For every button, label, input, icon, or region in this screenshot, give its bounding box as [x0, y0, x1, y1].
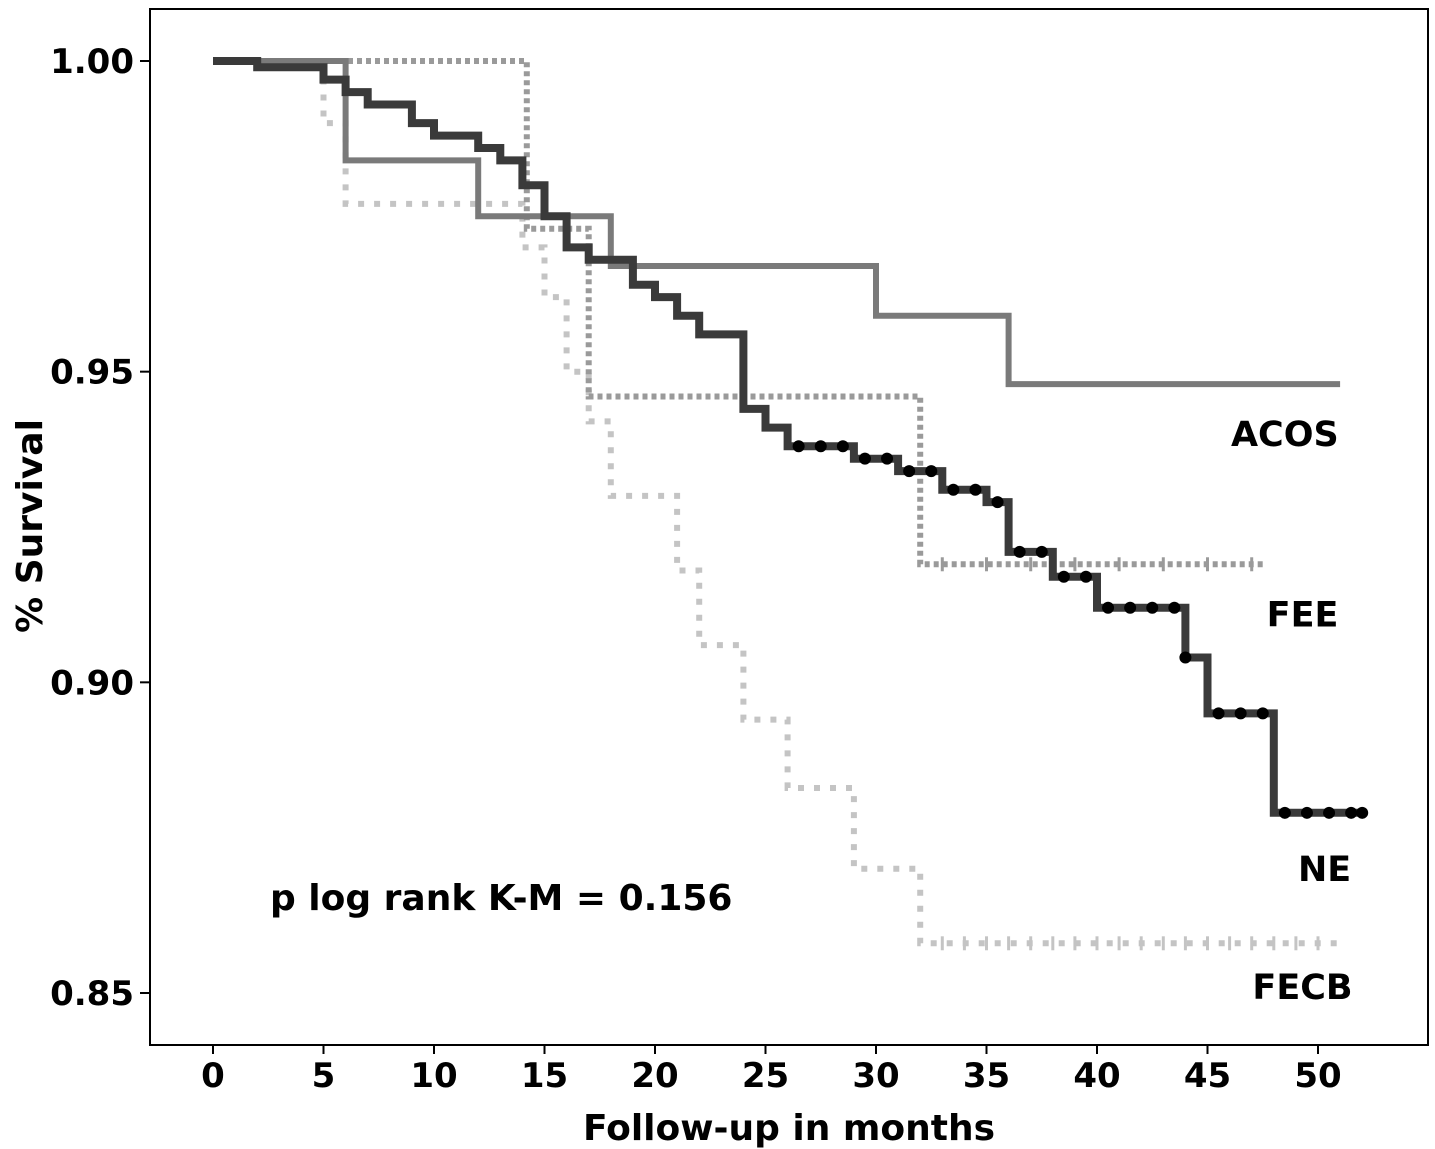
censor-dot-ne — [991, 496, 1004, 509]
series-label-fee: FEE — [1267, 595, 1339, 635]
censor-dot-ne — [1079, 570, 1092, 583]
x-tick-label: 20 — [631, 1056, 678, 1096]
axis-ticks: 0 5 10 15 20 25 30 35 40 45 50 0.85 0.90 0.95 1.00 — [50, 42, 1342, 1096]
x-tick-label: 35 — [963, 1056, 1010, 1096]
x-tick-label: 50 — [1294, 1056, 1341, 1096]
censor-dot-ne — [836, 440, 849, 453]
x-tick-label: 25 — [742, 1056, 789, 1096]
x-tick-label: 10 — [410, 1056, 457, 1096]
y-tick-label: 0.90 — [50, 663, 134, 703]
series-label-fecb: FECB — [1252, 968, 1352, 1008]
censor-dot-ne — [1179, 651, 1192, 664]
censor-dot-ne — [1168, 601, 1181, 614]
censor-dot-ne — [858, 452, 871, 465]
y-tick-label: 1.00 — [50, 42, 134, 82]
plot-frame — [149, 8, 1429, 1046]
censor-dot-ne — [1035, 545, 1048, 558]
censor-dot-ne — [792, 440, 805, 453]
x-tick-label: 5 — [312, 1056, 336, 1096]
censor-dot-ne — [1300, 806, 1313, 819]
censor-dot-ne — [814, 440, 827, 453]
x-tick-label: 45 — [1184, 1056, 1231, 1096]
y-tick-label: 0.95 — [50, 353, 134, 393]
x-tick-label: 30 — [852, 1056, 899, 1096]
censor-dot-ne — [1278, 806, 1291, 819]
censor-dot-ne — [1323, 806, 1336, 819]
y-tick-label: 0.85 — [50, 974, 134, 1014]
censor-dot-ne — [1234, 707, 1247, 720]
censor-dot-ne — [903, 465, 916, 478]
censor-dot-ne — [1102, 601, 1115, 614]
series-line-fee — [213, 58, 1263, 568]
censor-dot-ne — [881, 452, 894, 465]
censor-dot-ne — [1256, 707, 1269, 720]
censor-dot-ne — [1146, 601, 1159, 614]
x-tick-label: 15 — [521, 1056, 568, 1096]
x-axis-title: Follow-up in months — [583, 1108, 995, 1149]
censor-dot-ne — [969, 483, 982, 496]
survival-curves — [213, 57, 1363, 947]
y-axis-title: % Survival — [10, 419, 51, 633]
censor-dot-ne — [947, 483, 960, 496]
censor-dot-ne — [1345, 806, 1358, 819]
censor-dot-ne — [1356, 806, 1369, 819]
x-tick-label: 40 — [1073, 1056, 1120, 1096]
censor-dot-ne — [1057, 570, 1070, 583]
censor-dot-ne — [1124, 601, 1137, 614]
x-tick-label: 0 — [201, 1056, 225, 1096]
series-label-acos: ACOS — [1231, 415, 1339, 455]
series-labels: ACOS FEE NE FECB — [1231, 415, 1353, 1008]
series-label-ne: NE — [1298, 850, 1351, 890]
series-line-ne — [213, 57, 1363, 817]
censor-marks — [792, 440, 1369, 951]
censor-dot-ne — [1013, 545, 1026, 558]
censor-dot-ne — [925, 465, 938, 478]
p-value-annotation: p log rank K-M = 0.156 — [270, 878, 732, 919]
series-line-acos — [213, 58, 1341, 388]
censor-dot-ne — [1212, 707, 1225, 720]
